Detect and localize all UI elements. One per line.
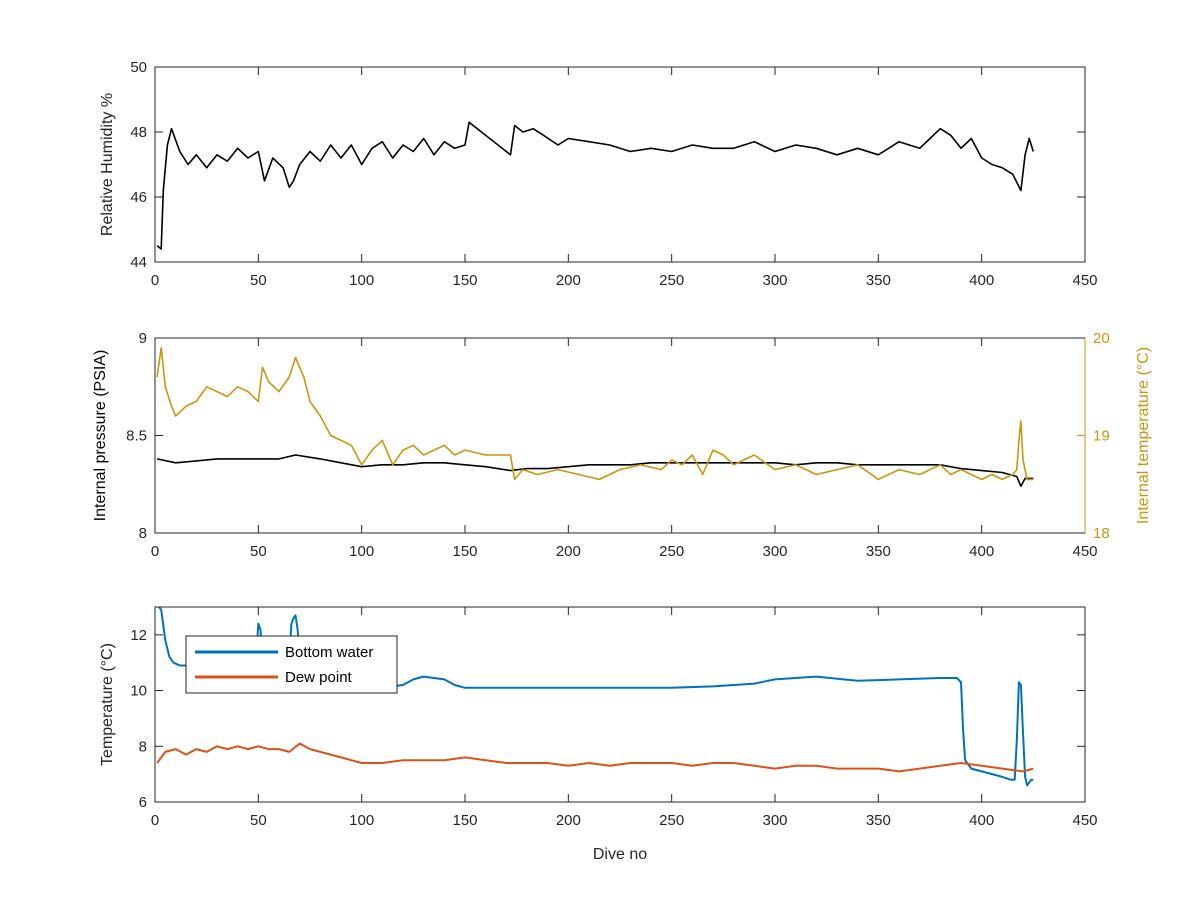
pressure-x-tick-label: 150 (452, 543, 477, 560)
legend: Bottom water Dew point (185, 635, 398, 694)
temperature-y2-tick-label: 19 (1093, 428, 1110, 445)
pressure-y-tick-label: 8.5 (126, 428, 147, 445)
pressure-y-tick-label: 8 (139, 525, 147, 542)
humidity-x-tick-label: 450 (1072, 272, 1097, 289)
humidity-y-tick-label: 44 (130, 254, 147, 271)
pressure-x-tick-label: 100 (349, 543, 374, 560)
pressure-x-tick-label: 300 (762, 543, 787, 560)
humidity-y-tick-label: 48 (130, 124, 147, 141)
temperature-x-tick-label: 50 (250, 812, 267, 829)
temperature-x-tick-label: 0 (151, 812, 159, 829)
temperature-y-tick-label: 8 (139, 738, 147, 755)
legend-box (185, 635, 398, 694)
humidity-x-tick-labels: 0 50 100 150 200 250 300 350 400 450 (151, 272, 1098, 289)
pressure-y-tick-labels: 88.59 (126, 330, 147, 542)
temperature-y-tick-labels: 6 8 10 12 (130, 627, 147, 811)
pressure-series-0-line (156, 454, 1034, 488)
humidity-x-tick-label: 200 (556, 272, 581, 289)
legend-label-bottom-water: Bottom water (285, 644, 373, 661)
temperature-y2-tick-label: 18 (1093, 525, 1110, 542)
temperature-y-tick-label: 10 (130, 683, 147, 700)
pressure-x-tick-labels: 0 50 100 150 200 250 300 350 400 450 (151, 543, 1098, 560)
temperature-x-tick-label: 300 (762, 812, 787, 829)
internal-temperature-y-axis-title: Internal temperature (°C) (1135, 347, 1152, 524)
humidity-y-tick-label: 50 (130, 59, 147, 76)
humidity-series-layer (156, 121, 1035, 250)
humidity-plot-area (155, 67, 1085, 262)
pressure-x-tick-label: 450 (1072, 543, 1097, 560)
humidity-y-tick-labels: 44 46 48 50 (130, 59, 147, 271)
pressure-x-tick-label: 200 (556, 543, 581, 560)
humidity-x-tick-label: 300 (762, 272, 787, 289)
pressure-series-layer (156, 346, 1034, 488)
humidity-x-tick-label: 400 (969, 272, 994, 289)
pressure-x-tick-label: 350 (866, 543, 891, 560)
humidity-y-axis-title: Relative Humidity % (99, 93, 116, 236)
humidity-x-tick-label: 150 (452, 272, 477, 289)
temperature-panel: 0 50 100 150 200 250 300 350 400 450 6 8 10 12 Tempe… (99, 606, 1098, 863)
humidity-x-tick-label: 0 (151, 272, 159, 289)
temperature-x-tick-label: 200 (556, 812, 581, 829)
humidity-x-tick-label: 100 (349, 272, 374, 289)
temperature-y-tick-label: 12 (130, 627, 147, 644)
temperature-y-axis-title: Temperature (°C) (99, 643, 116, 766)
humidity-x-tick-label: 250 (659, 272, 684, 289)
temperature-y2-tick-label: 20 (1093, 330, 1110, 347)
temperature-y2-tick-labels: 18 19 20 (1093, 330, 1110, 542)
humidity-panel: 0 50 100 150 200 250 300 350 400 450 44 46 48 50 Rel… (99, 59, 1098, 289)
temperature-x-tick-label: 250 (659, 812, 684, 829)
humidity-axes-box (154, 66, 1086, 263)
pressure-plot-area (155, 338, 1085, 533)
x-axis-title: Dive no (593, 846, 647, 863)
temperature-x-tick-label: 350 (866, 812, 891, 829)
temperature-axes-box (154, 606, 1086, 803)
dew-point-line (156, 742, 1034, 773)
legend-label-dew-point: Dew point (285, 669, 353, 686)
humidity-x-tick-label: 350 (866, 272, 891, 289)
pressure-x-tick-label: 400 (969, 543, 994, 560)
temperature-y-tick-label: 6 (139, 794, 147, 811)
humidity-x-tick-label: 50 (250, 272, 267, 289)
humidity-series-0-line (156, 121, 1035, 250)
pressure-y-tick-label: 9 (139, 330, 147, 347)
temperature-x-tick-label: 150 (452, 812, 477, 829)
temperature-x-tick-labels: 0 50 100 150 200 250 300 350 400 450 (151, 812, 1098, 829)
humidity-y-tick-label: 46 (130, 189, 147, 206)
temperature-x-tick-label: 400 (969, 812, 994, 829)
temperature-x-tick-label: 450 (1072, 812, 1097, 829)
pressure-x-tick-label: 50 (250, 543, 267, 560)
pressure-x-tick-label: 0 (151, 543, 159, 560)
pressure-x-tick-label: 250 (659, 543, 684, 560)
temperature-x-tick-label: 100 (349, 812, 374, 829)
pressure-y-axis-title: Internal pressure (PSIA) (92, 350, 109, 522)
pressure-series-1-line (156, 346, 1034, 481)
pressure-temperature-panel: 0 50 100 150 200 250 300 350 400 450 88.59 181920… (92, 330, 1152, 560)
